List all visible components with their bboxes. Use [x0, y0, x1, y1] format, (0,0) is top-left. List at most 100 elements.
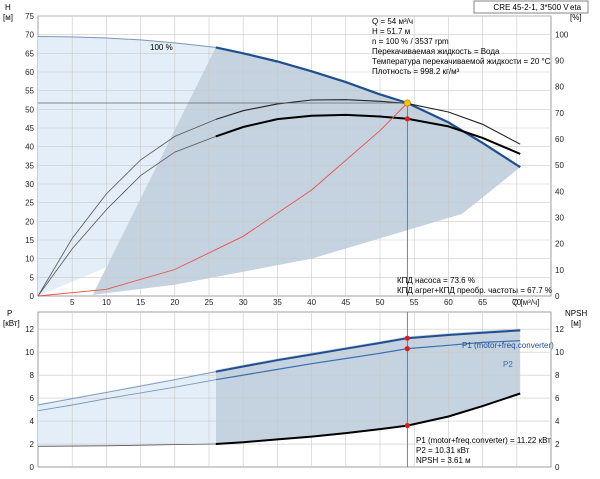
bottom-left-tick-label: 6: [30, 394, 35, 403]
bottom-left-axis-label-1: P: [7, 309, 12, 318]
top-right-axis-label-1: eta: [570, 3, 582, 12]
p2-curve-thin: [37, 379, 216, 412]
duty-info-line: Перекачиваемая жидкость = Вода: [372, 47, 500, 56]
bottom-left-tick-label: 0: [30, 463, 35, 472]
x-tick-label: 5: [70, 298, 75, 307]
title-box: [473, 0, 589, 14]
top-right-tick-label: 100: [555, 30, 569, 39]
power-info-line: P1 (motor+freq.converter) = 11.22 кВт: [416, 436, 551, 445]
bottom-left-tick-label: 12: [25, 325, 34, 334]
x-tick-label: 20: [170, 298, 179, 307]
x-tick-label: 65: [478, 298, 487, 307]
bottom-right-tick-label: 0: [555, 463, 560, 472]
duty-info-line: H = 51.7 м: [372, 27, 410, 36]
top-left-tick-label: 40: [25, 143, 34, 152]
top-left-tick-label: 35: [25, 161, 34, 170]
p1-marker: [404, 335, 410, 341]
p2-curve: [215, 340, 521, 381]
top-left-axis-label-2: [м]: [3, 13, 13, 22]
p2-marker: [404, 346, 410, 352]
bottom-left-tick-label: 4: [30, 417, 35, 426]
p2-series-label: P2: [503, 360, 513, 369]
top-left-tick-label: 30: [25, 180, 34, 189]
bottom-right-tick-label: 12: [555, 325, 564, 334]
duty-info-line: n = 100 % / 3537 rpm: [372, 37, 449, 46]
x-tick-label: 70: [512, 298, 521, 307]
top-right-axis-label-2: [%]: [570, 13, 582, 22]
bottom-left-tick-label: 2: [30, 440, 35, 449]
bottom-right-tick-label: 10: [555, 348, 564, 357]
npsh-curve-thin: [37, 443, 216, 447]
bottom-left-axis-label-2: [кВт]: [3, 319, 20, 328]
top-left-tick-label: 0: [30, 292, 35, 301]
x-tick-label: 40: [307, 298, 316, 307]
x-tick-label: 60: [444, 298, 453, 307]
top-left-tick-label: 20: [25, 217, 34, 226]
bottom-right-axis-label-2: [м]: [571, 319, 581, 328]
bottom-left-tick-label: 8: [30, 371, 35, 380]
top-left-tick-label: 70: [25, 31, 34, 40]
top-right-tick-label: 30: [555, 213, 564, 222]
x-tick-label: 35: [273, 298, 282, 307]
p1-curve: [215, 329, 521, 373]
top-left-tick-label: 65: [25, 49, 34, 58]
top-left-tick-label: 50: [25, 105, 34, 114]
bottom-right-tick-label: 2: [555, 440, 560, 449]
top-left-tick-label: 60: [25, 68, 34, 77]
top-left-tick-label: 15: [25, 236, 34, 245]
top-right-tick-label: 40: [555, 187, 564, 196]
x-tick-label: 55: [410, 298, 419, 307]
bottom-right-axis-label-1: NPSH: [565, 309, 587, 318]
bottom-right-tick-label: 8: [555, 371, 560, 380]
duty-info-line: Q = 54 м³/ч: [372, 17, 413, 26]
x-tick-label: 15: [136, 298, 145, 307]
pump-efficiency-curve: [215, 99, 521, 145]
speed-label: 100 %: [150, 43, 173, 52]
total-efficiency-curve-thin: [37, 136, 216, 297]
power-range-light-area: [38, 370, 216, 447]
top-right-tick-label: 90: [555, 56, 564, 65]
top-right-tick-label: 0: [555, 292, 560, 301]
system-curve: [37, 102, 408, 297]
chart-title: CRE 45-2-1, 3*500 V: [493, 3, 569, 12]
top-left-tick-label: 5: [30, 273, 35, 282]
total-efficiency-marker: [404, 116, 410, 122]
top-right-tick-label: 20: [555, 240, 564, 249]
top-right-tick-label: 60: [555, 135, 564, 144]
duty-info-line: Температура перекачиваемой жидкости = 20…: [372, 57, 551, 66]
x-axis-label: Q [м³/ч]: [512, 298, 539, 307]
total-efficiency-label: КПД агрег+КПД преобр. частоты = 67.7 %: [397, 286, 552, 295]
x-tick-label: 10: [102, 298, 111, 307]
x-tick-label: 30: [239, 298, 248, 307]
p1-series-label: P1 (motor+freq.converter): [462, 341, 554, 350]
top-left-tick-label: 10: [25, 255, 34, 264]
total-efficiency-curve: [215, 113, 521, 155]
p1-curve-thin: [37, 371, 216, 406]
head-efficiency-panel: 0 5 10 15 20 25 30 35 40 45 50 55 60 65 70 75 0 10 20 30 40 5…: [25, 12, 569, 307]
pump-efficiency-label: КПД насоса = 73.6 %: [397, 276, 475, 285]
bottom-right-tick-label: 6: [555, 394, 560, 403]
pump-efficiency-curve-thin: [37, 119, 216, 297]
top-right-tick-label: 80: [555, 83, 564, 92]
top-left-tick-label: 75: [25, 12, 34, 21]
x-tick-label: 50: [376, 298, 385, 307]
bottom-right-tick-label: 4: [555, 417, 560, 426]
top-left-tick-label: 25: [25, 199, 34, 208]
duty-info-line: Плотность = 998.2 кг/м³: [372, 67, 460, 76]
head-curve-thin: [37, 36, 216, 48]
top-right-tick-label: 70: [555, 109, 564, 118]
x-tick-label: 45: [341, 298, 350, 307]
top-right-tick-label: 50: [555, 161, 564, 170]
npsh-curve: [215, 392, 521, 445]
top-left-tick-label: 55: [25, 87, 34, 96]
top-left-tick-label: 45: [25, 124, 34, 133]
power-info-line: P2 = 10.31 кВт: [416, 446, 470, 455]
duty-point-marker: [403, 99, 411, 107]
bottom-left-tick-label: 10: [25, 348, 34, 357]
x-tick-label: 25: [205, 298, 214, 307]
npsh-marker: [404, 422, 410, 429]
power-info-line: NPSH = 3.61 м: [416, 456, 471, 465]
